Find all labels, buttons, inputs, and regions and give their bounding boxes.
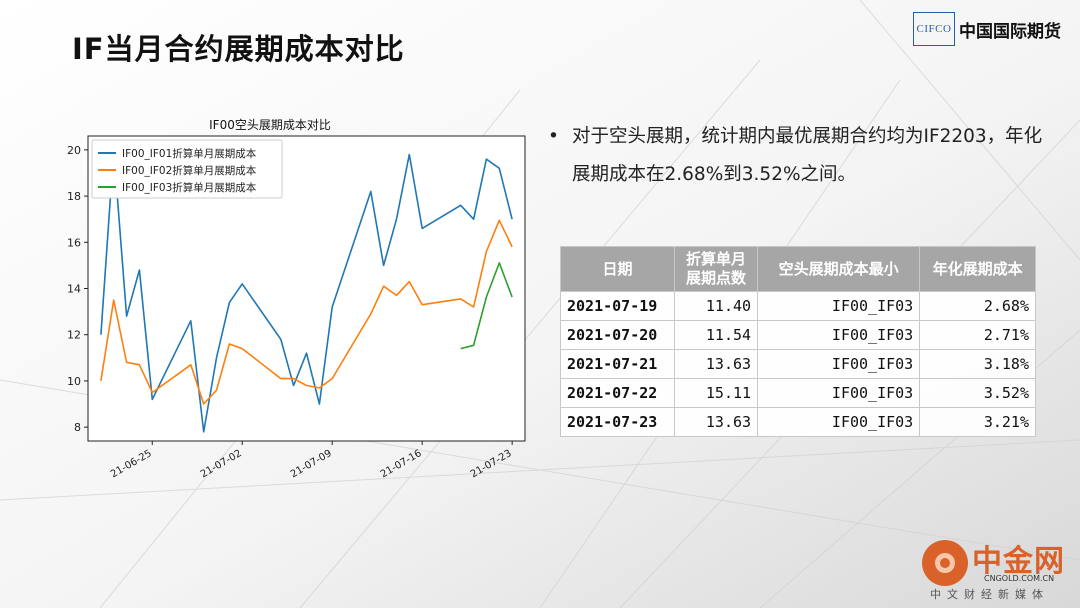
cell-contract: IF00_IF03	[757, 291, 921, 321]
legend-box	[91, 139, 283, 199]
x-tick-label: 21-06-25	[109, 448, 154, 480]
header-min-cost: 空头展期成本最小	[757, 246, 921, 292]
cell-points: 13.63	[674, 349, 759, 379]
legend-label-2: IF00_IF02折算单月展期成本	[122, 164, 257, 177]
watermark-name: 中金网	[972, 544, 1065, 579]
y-tick-label: 20	[67, 144, 81, 157]
y-tick-label: 18	[67, 190, 81, 203]
series-line-1	[100, 149, 513, 433]
y-tick-label: 16	[67, 236, 81, 249]
cell-annual-cost: 2.71%	[919, 320, 1036, 350]
cell-annual-cost: 3.18%	[919, 349, 1036, 379]
cell-points: 11.54	[674, 320, 759, 350]
cell-points: 13.63	[674, 407, 759, 437]
series-line-3	[460, 262, 513, 350]
legend-label-3: IF00_IF03折算单月展期成本	[122, 181, 257, 194]
cell-contract: IF00_IF03	[757, 320, 921, 350]
x-tick-label: 21-07-02	[199, 448, 244, 480]
cell-points: 15.11	[674, 378, 759, 408]
table-row: 2021-07-19 11.40 IF00_IF03 2.68%	[559, 291, 1036, 321]
cifco-logo-icon: CIFCO	[913, 12, 955, 46]
table-header-row: 日期 折算单月展期点数 空头展期成本最小 年化展期成本	[559, 246, 1036, 292]
cell-date: 2021-07-20	[559, 320, 676, 350]
cell-date: 2021-07-21	[559, 349, 676, 379]
y-tick-label: 10	[67, 375, 81, 388]
legend-label-1: IF00_IF01折算单月展期成本	[122, 147, 257, 160]
line-chart: 8 10 12 14 16 18 20 21-06-25 21-07-02 21-07-09 21-…	[67, 135, 526, 480]
brand-logo-group: CIFCO 中国国际期货	[913, 10, 1061, 48]
cell-date: 2021-07-23	[559, 407, 676, 437]
watermark-domain: CNGOLD.COM.CN	[984, 574, 1055, 583]
header-date: 日期	[559, 246, 676, 292]
header-points: 折算单月展期点数	[674, 246, 759, 292]
table-row: 2021-07-20 11.54 IF00_IF03 2.71%	[559, 320, 1036, 350]
cell-date: 2021-07-19	[559, 291, 676, 321]
cell-annual-cost: 2.68%	[919, 291, 1036, 321]
header-annual-cost: 年化展期成本	[919, 246, 1036, 292]
cell-annual-cost: 3.21%	[919, 407, 1036, 437]
cngold-logo-icon	[922, 540, 968, 586]
x-tick-label: 21-07-09	[289, 448, 334, 480]
rollover-table: 日期 折算单月展期点数 空头展期成本最小 年化展期成本 2021-07-19 1…	[559, 246, 1036, 437]
series-line-2	[100, 219, 513, 405]
cell-points: 11.40	[674, 291, 759, 321]
cell-contract: IF00_IF03	[757, 349, 921, 379]
y-tick-label: 12	[67, 329, 81, 342]
chart-title: IF00空头展期成本对比	[209, 118, 331, 132]
y-tick-label: 14	[67, 283, 81, 296]
table-row: 2021-07-23 13.63 IF00_IF03 3.21%	[559, 407, 1036, 437]
table-row: 2021-07-21 13.63 IF00_IF03 3.18%	[559, 349, 1036, 379]
cell-date: 2021-07-22	[559, 378, 676, 408]
y-tick-label: 8	[74, 421, 81, 434]
bullet-text: 对于空头展期，统计期内最优展期合约均为IF2203，年化展期成本在2.68%到3…	[572, 126, 1043, 185]
cell-annual-cost: 3.52%	[919, 378, 1036, 408]
brand-name: 中国国际期货	[959, 21, 1061, 42]
slide-title: IF当月合约展期成本对比	[72, 32, 405, 66]
x-tick-label: 21-07-16	[379, 448, 424, 480]
cell-contract: IF00_IF03	[757, 407, 921, 437]
watermark-tagline: 中文财经新媒体	[930, 588, 1049, 601]
bullet-point: • 对于空头展期，统计期内最优展期合约均为IF2203，年化展期成本在2.68%…	[548, 118, 1048, 194]
x-tick-label: 21-07-23	[469, 448, 514, 480]
cngold-watermark: 中金网 CNGOLD.COM.CN 中文财经新媒体	[922, 536, 1072, 604]
cell-contract: IF00_IF03	[757, 378, 921, 408]
bullet-dot-icon: •	[548, 126, 559, 147]
table-row: 2021-07-22 15.11 IF00_IF03 3.52%	[559, 378, 1036, 408]
